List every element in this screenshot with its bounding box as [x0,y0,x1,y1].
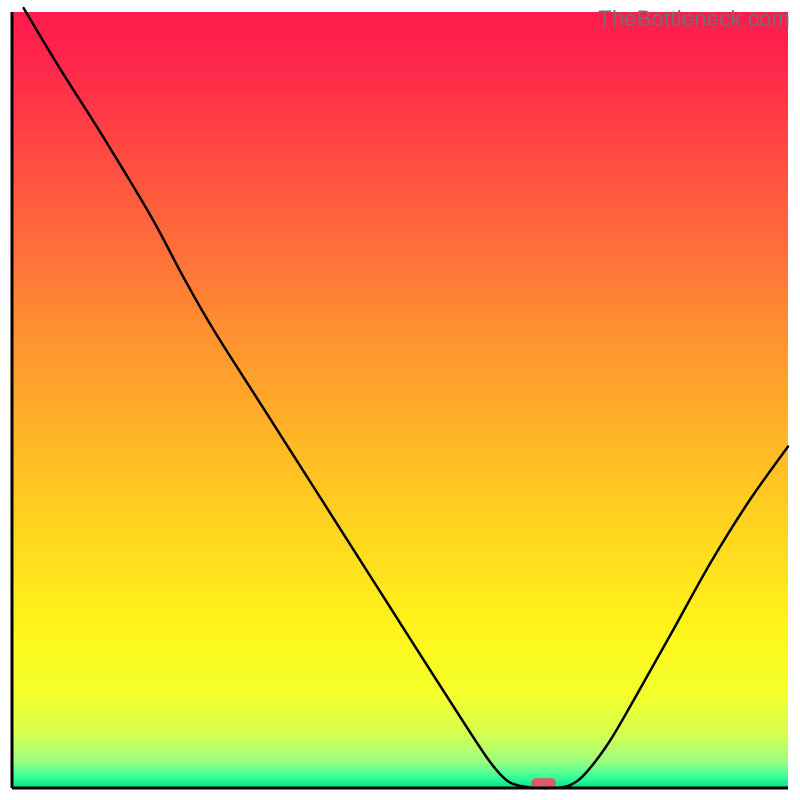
watermark-text: TheBottleneck.com [598,6,790,32]
gradient-background [12,12,788,788]
bottleneck-chart: TheBottleneck.com [0,0,800,800]
chart-svg [0,0,800,800]
